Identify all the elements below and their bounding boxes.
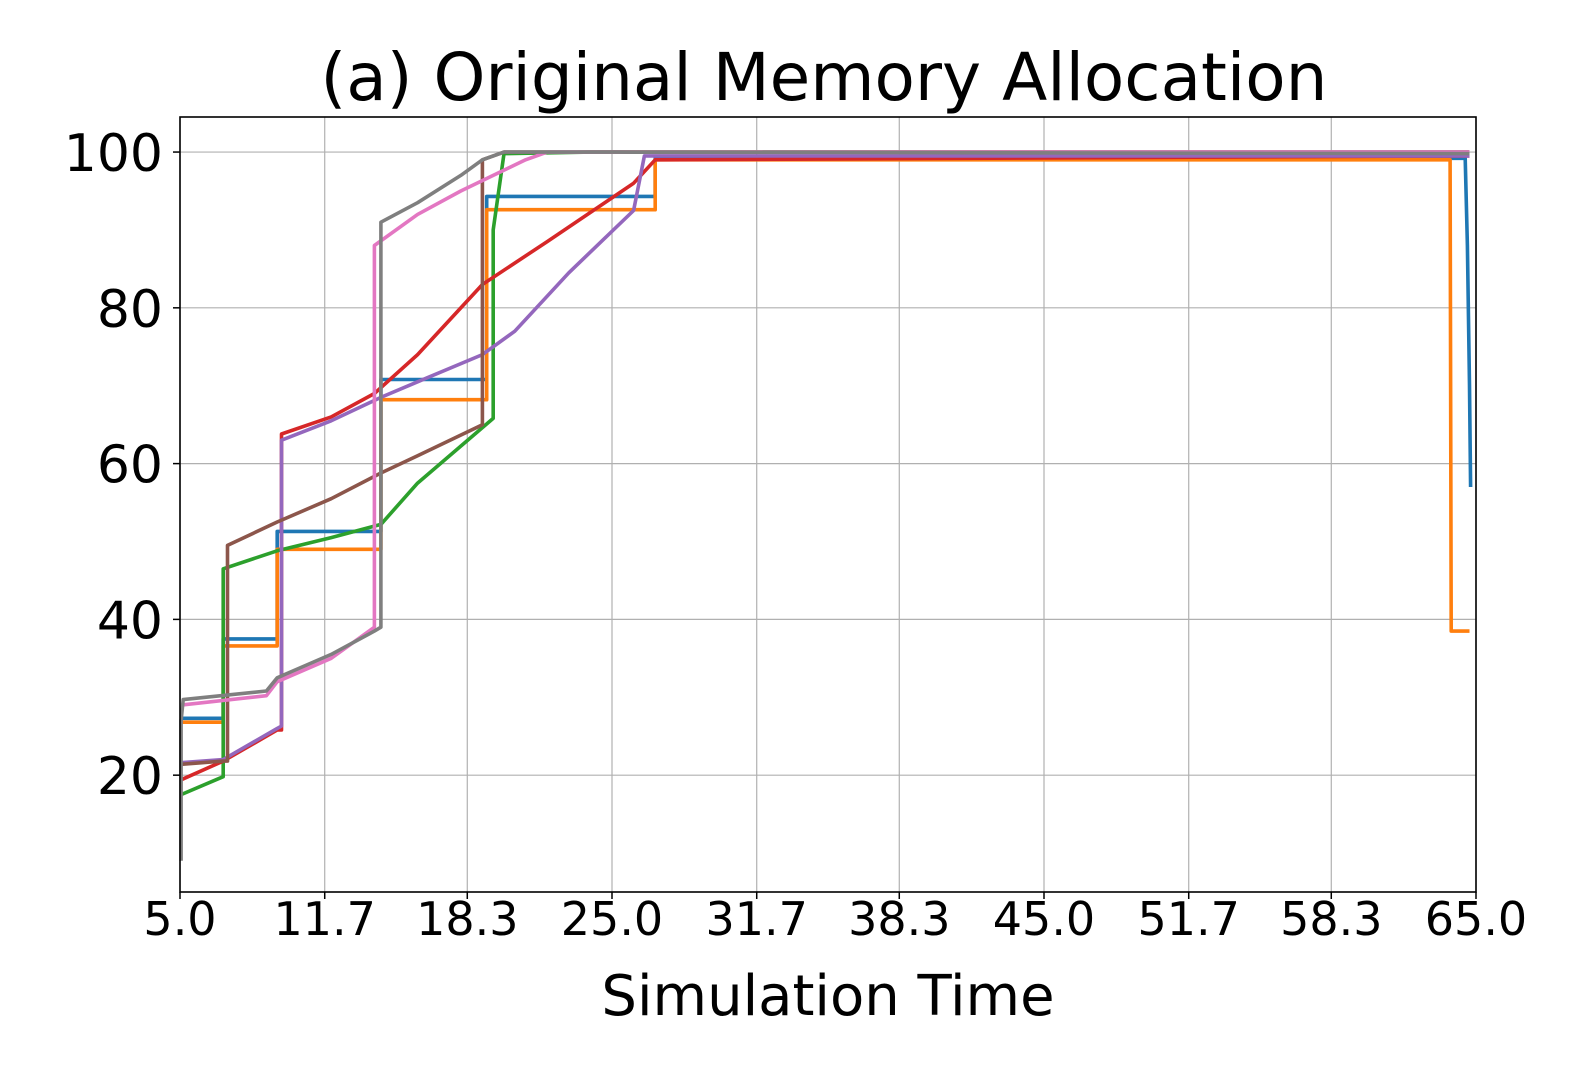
- y-tick-label: 80: [97, 280, 163, 340]
- x-tick-label: 5.0: [143, 892, 216, 946]
- axes-frame: [179, 116, 1477, 893]
- series-line-2: [181, 158, 1470, 724]
- series-line-5: [180, 154, 1470, 765]
- y-axis-ticks: 20 40 60 80 100: [64, 124, 180, 807]
- x-tick-label: 31.7: [706, 892, 808, 946]
- x-tick-label: 58.3: [1280, 892, 1382, 946]
- chart-title: (a) Original Memory Allocation: [321, 39, 1328, 116]
- y-tick-label: 60: [97, 436, 163, 496]
- x-tick-label: 18.3: [416, 892, 518, 946]
- y-tick-label: 20: [97, 747, 163, 807]
- x-tick-label: 51.7: [1138, 892, 1240, 946]
- x-tick-label: 11.7: [274, 892, 376, 946]
- grid: [179, 117, 1477, 892]
- series-line-8: [179, 150, 1470, 861]
- series-layer: [179, 150, 1473, 861]
- x-tick-label: 25.0: [561, 892, 663, 946]
- x-axis-ticks: 5.0 11.7 18.3 25.0 31.7 38.3 45.0 51.7 58.3 65.0: [143, 892, 1527, 946]
- series-line-7: [180, 150, 1470, 707]
- x-tick-label: 38.3: [848, 892, 950, 946]
- x-tick-label: 65.0: [1425, 892, 1527, 946]
- y-tick-label: 40: [97, 591, 163, 651]
- x-tick-label: 45.0: [993, 892, 1095, 946]
- y-tick-label: 100: [64, 124, 163, 184]
- x-axis-label: Simulation Time: [601, 964, 1054, 1029]
